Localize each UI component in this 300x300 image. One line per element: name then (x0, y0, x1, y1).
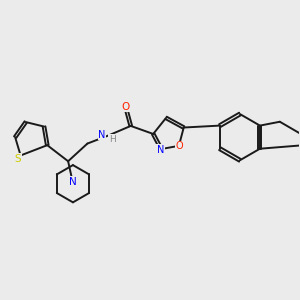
Text: O: O (176, 142, 183, 152)
Text: N: N (98, 130, 106, 140)
Text: S: S (14, 154, 21, 164)
Text: H: H (109, 135, 116, 144)
Text: O: O (122, 102, 130, 112)
Text: N: N (157, 145, 164, 155)
Text: N: N (69, 177, 77, 187)
